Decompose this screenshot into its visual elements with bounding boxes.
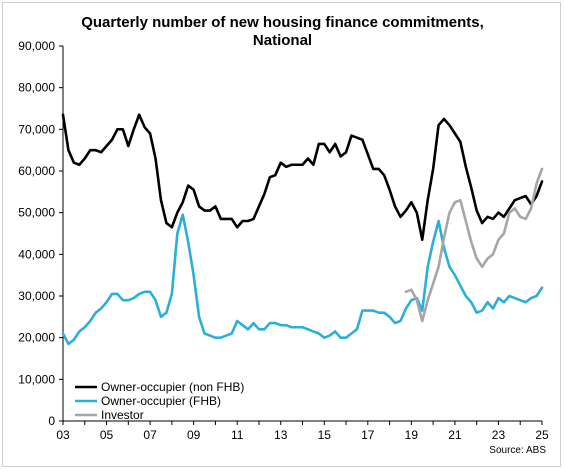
series-line-2 bbox=[61, 213, 544, 346]
source-note: Source: ABS bbox=[489, 445, 546, 456]
y-tick-label: 70,000 bbox=[18, 122, 55, 136]
chart-frame bbox=[2, 2, 561, 467]
y-tick-label: 80,000 bbox=[18, 81, 55, 95]
y-tick-label: 30,000 bbox=[18, 289, 55, 303]
x-tick-label: 13 bbox=[274, 428, 288, 442]
x-tick-label: 17 bbox=[361, 428, 375, 442]
legend-label-2: Owner-occupier (FHB) bbox=[101, 394, 221, 408]
y-tick-label: 60,000 bbox=[18, 164, 55, 178]
x-tick-label: 23 bbox=[492, 428, 506, 442]
series-line-3 bbox=[404, 167, 544, 323]
x-tick-label: 07 bbox=[143, 428, 157, 442]
x-tick-label: 15 bbox=[318, 428, 332, 442]
chart-title-line-1: Quarterly number of new housing finance … bbox=[81, 14, 484, 31]
y-tick-label: 40,000 bbox=[18, 247, 55, 261]
x-tick-label: 09 bbox=[187, 428, 201, 442]
x-tick-label: 03 bbox=[56, 428, 70, 442]
y-tick-label: 10,000 bbox=[18, 372, 55, 386]
x-tick-label: 21 bbox=[448, 428, 462, 442]
y-tick-label: 0 bbox=[48, 414, 55, 428]
legend-label-1: Owner-occupier (non FHB) bbox=[101, 380, 244, 394]
series-line-1 bbox=[61, 113, 544, 242]
y-tick-label: 90,000 bbox=[18, 39, 55, 53]
x-tick-label: 19 bbox=[405, 428, 419, 442]
x-tick-label: 05 bbox=[100, 428, 114, 442]
y-tick-label: 20,000 bbox=[18, 331, 55, 345]
legend-label-3: Investor bbox=[101, 408, 144, 422]
chart-title-line-2: National bbox=[252, 32, 313, 49]
x-tick-label: 25 bbox=[535, 428, 549, 442]
x-tick-label: 11 bbox=[231, 428, 244, 442]
y-tick-label: 50,000 bbox=[18, 206, 55, 220]
